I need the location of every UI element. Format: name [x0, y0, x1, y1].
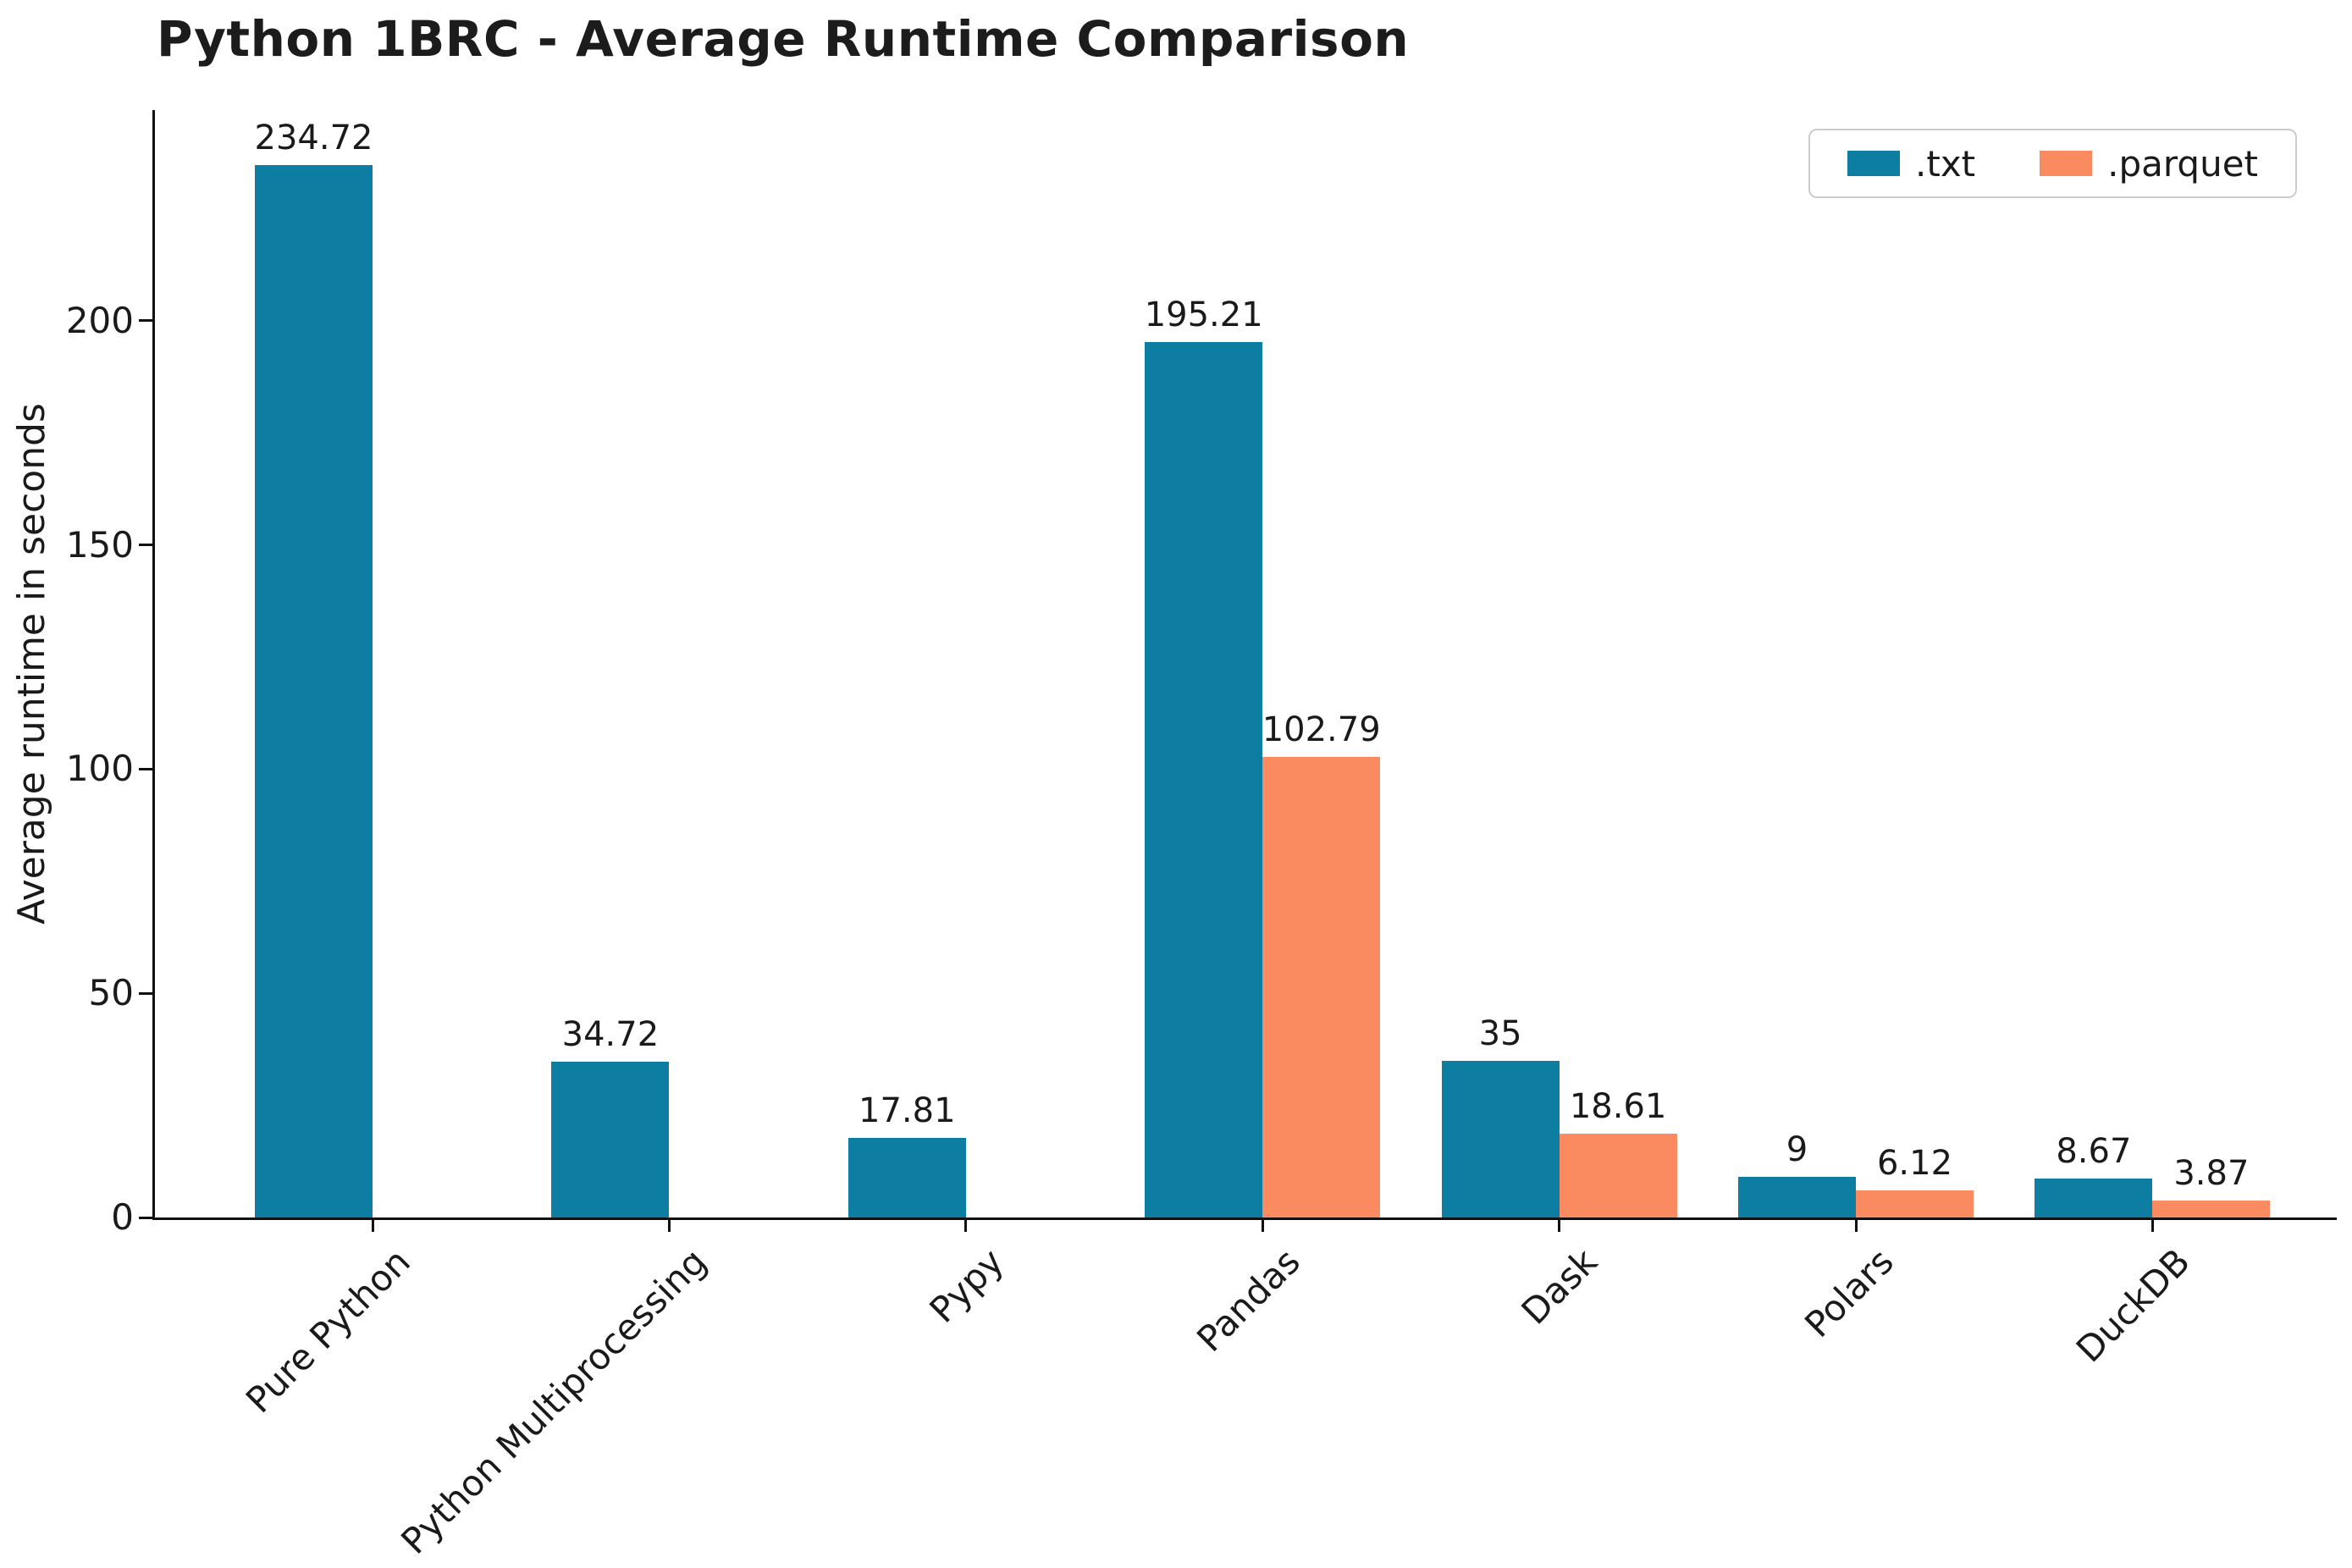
x-tick-mark-pypy: [964, 1220, 968, 1232]
y-tick-label-0: 0: [111, 1196, 134, 1238]
y-tick-label-200: 200: [65, 299, 134, 341]
y-tick-label-100: 100: [65, 748, 134, 790]
value-label--parquet-polars: 6.12: [1876, 1143, 1953, 1183]
x-tick-mark-pandas: [1261, 1220, 1264, 1232]
legend-label-parquet: .parquet: [2107, 142, 2259, 185]
x-tick-label-pure-python: Pure Python: [237, 1240, 418, 1422]
bar--parquet-polars: [1856, 1190, 1974, 1217]
bar--parquet-duckdb: [2152, 1200, 2271, 1217]
legend-entry-parquet: .parquet: [2040, 143, 2258, 185]
legend-swatch-parquet-icon: [2040, 151, 2093, 176]
bar--txt-pypy: [847, 1137, 966, 1217]
legend-swatch-txt-icon: [1847, 151, 1900, 176]
value-label--txt-pure-python: 234.72: [254, 119, 373, 158]
y-axis: [152, 110, 155, 1220]
x-tick-mark-pure-python: [371, 1220, 374, 1232]
value-label--txt-dask: 35: [1478, 1013, 1522, 1053]
value-label--parquet-dask: 18.61: [1569, 1087, 1667, 1127]
y-tick-label-50: 50: [88, 972, 134, 1014]
y-tick-mark-150: [139, 544, 152, 547]
legend-entry-txt: .txt: [1847, 143, 1975, 185]
y-tick-mark-0: [139, 1216, 152, 1219]
x-tick-mark-polars: [1854, 1220, 1858, 1232]
value-label--txt-python-multiprocessing: 34.72: [561, 1015, 660, 1055]
y-tick-mark-50: [139, 991, 152, 995]
bar--txt-polars: [1738, 1177, 1856, 1217]
value-label--txt-pypy: 17.81: [859, 1090, 956, 1130]
value-label--txt-duckdb: 8.67: [2056, 1132, 2132, 1172]
x-tick-mark-dask: [1558, 1220, 1561, 1232]
value-label--parquet-duckdb: 3.87: [2173, 1153, 2250, 1193]
x-axis: [152, 1217, 2337, 1220]
y-tick-mark-200: [139, 319, 152, 323]
value-label--txt-polars: 9: [1786, 1130, 1808, 1170]
bar--txt-pure-python: [255, 165, 373, 1217]
bar--txt-pandas: [1145, 342, 1263, 1217]
value-label--parquet-pandas: 102.79: [1262, 709, 1381, 749]
y-tick-label-150: 150: [65, 523, 134, 566]
bar--parquet-dask: [1559, 1134, 1677, 1217]
bar--txt-duckdb: [2035, 1179, 2153, 1217]
legend: .txt .parquet: [1808, 129, 2298, 198]
bar--txt-dask: [1441, 1060, 1560, 1217]
x-tick-mark-duckdb: [2150, 1220, 2154, 1232]
chart-title: Python 1BRC - Average Runtime Comparison: [157, 10, 1410, 68]
x-tick-mark-python-multiprocessing: [667, 1220, 671, 1232]
bar--parquet-pandas: [1262, 756, 1381, 1217]
legend-label-txt: .txt: [1915, 142, 1976, 185]
value-label--txt-pandas: 195.21: [1144, 295, 1263, 335]
bar--txt-python-multiprocessing: [551, 1062, 670, 1217]
y-tick-mark-100: [139, 767, 152, 770]
